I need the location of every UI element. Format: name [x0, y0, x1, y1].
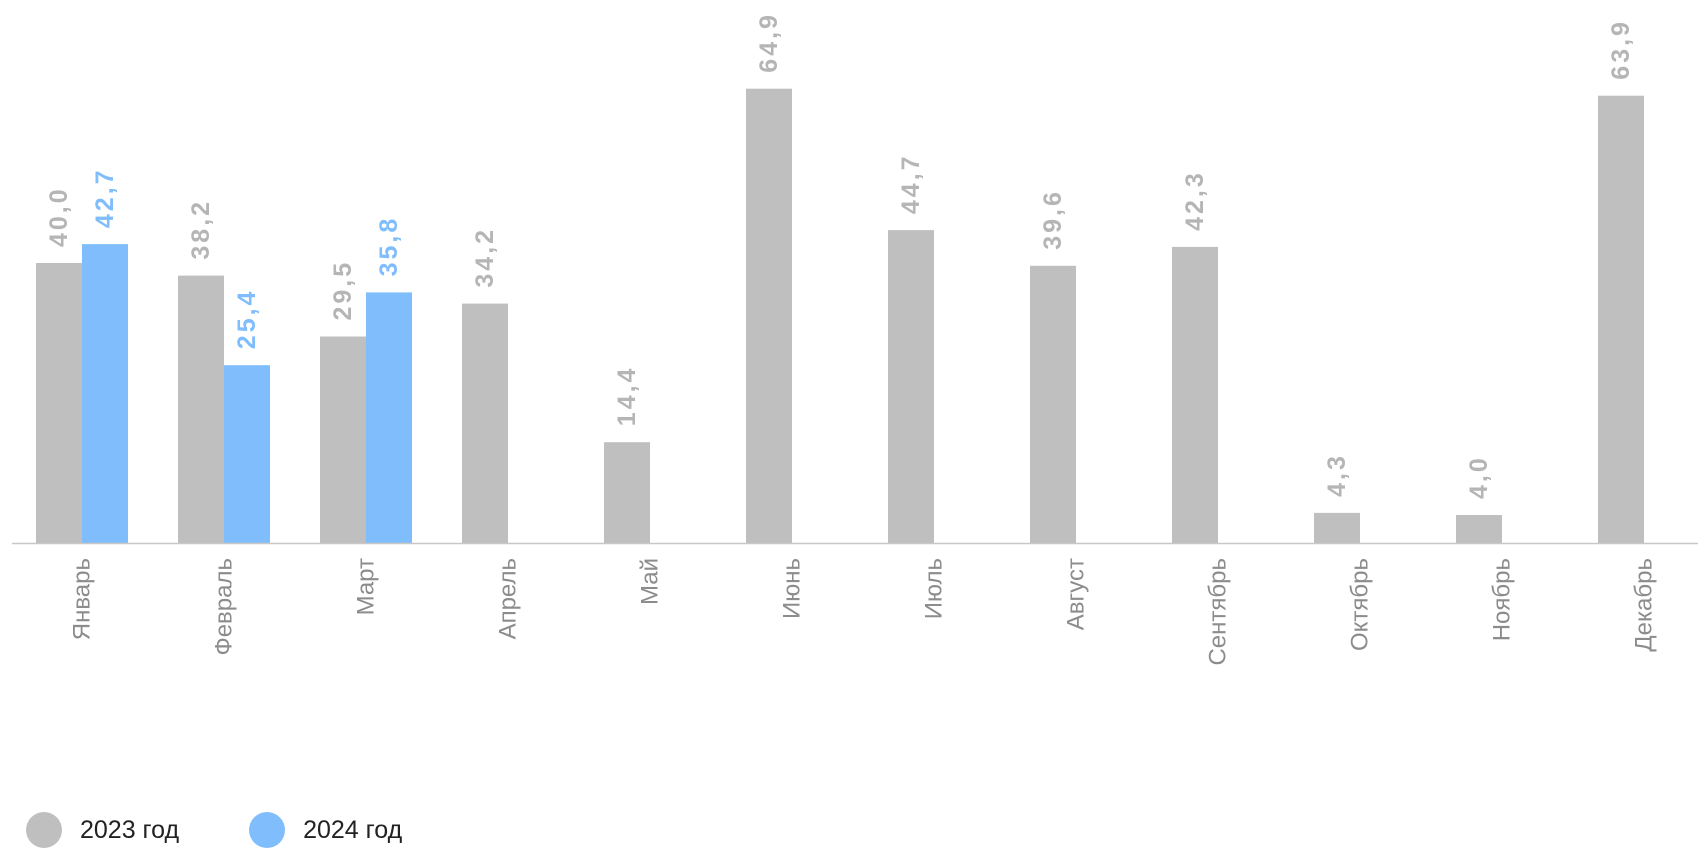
bar-2023-1	[36, 263, 82, 543]
value-label-2023-12: 63,9	[1607, 19, 1635, 80]
value-label-2023-2: 38,2	[187, 199, 215, 260]
value-label-2023-4: 34,2	[471, 227, 499, 288]
x-tick-label-8: Август	[1063, 558, 1090, 630]
x-tick-label-10: Октябрь	[1347, 558, 1374, 651]
legend-item-2024: 2024 год	[249, 812, 402, 848]
x-tick-labels-group: Январь Февраль Март Апрель Май Июнь Июль Август…	[69, 558, 1658, 666]
value-label-2023-9: 42,3	[1181, 170, 1209, 231]
legend-label-2024: 2024 год	[303, 815, 403, 844]
legend-swatch-2023	[26, 812, 62, 848]
bar-2023-5	[604, 442, 650, 543]
x-tick-label-7: Июль	[921, 558, 948, 619]
x-tick-label-9: Сентябрь	[1205, 558, 1232, 666]
bar-2023-11	[1456, 515, 1502, 543]
legend: 2023 год 2024 год	[26, 812, 472, 848]
bar-2023-3	[320, 336, 366, 543]
value-label-2023-10: 4,3	[1323, 453, 1351, 497]
legend-item-2023: 2023 год	[26, 812, 179, 848]
bar-2023-6	[746, 88, 792, 543]
x-tick-label-2: Февраль	[211, 558, 238, 656]
bar-2024-1	[82, 244, 128, 543]
value-labels-group: 40,0 42,7 38,2 25,4 29,5 35,8 34,2 14,4 64,9 44,7…	[45, 12, 1635, 499]
bar-2024-2	[224, 365, 270, 543]
value-label-2023-6: 64,9	[755, 12, 783, 73]
bar-2023-9	[1172, 246, 1218, 543]
value-label-2024-1: 42,7	[91, 167, 119, 228]
bar-2023-4	[462, 303, 508, 543]
value-label-2023-7: 44,7	[897, 153, 925, 214]
value-label-2023-11: 4,0	[1465, 455, 1493, 499]
x-tick-label-1: Январь	[69, 558, 96, 640]
value-label-2023-3: 29,5	[329, 260, 357, 321]
bar-2024-3	[366, 292, 412, 543]
value-label-2024-3: 35,8	[375, 216, 403, 277]
legend-swatch-2024	[249, 812, 286, 848]
bar-2023-10	[1314, 512, 1360, 543]
x-tick-label-11: Ноябрь	[1489, 558, 1516, 641]
x-tick-label-5: Май	[637, 558, 664, 605]
x-tick-label-3: Март	[353, 558, 380, 615]
x-tick-label-12: Декабрь	[1631, 558, 1658, 652]
x-tick-label-4: Апрель	[495, 558, 522, 639]
value-label-2023-8: 39,6	[1039, 189, 1067, 250]
legend-label-2023: 2023 год	[80, 815, 180, 844]
bar-2023-12	[1598, 95, 1644, 543]
bar-2023-7	[888, 230, 934, 543]
x-tick-label-6: Июнь	[779, 558, 806, 619]
value-label-2024-2: 25,4	[233, 289, 261, 350]
bars-group	[36, 88, 1644, 543]
bar-2023-2	[178, 275, 224, 543]
bar-2023-8	[1030, 265, 1076, 543]
value-label-2023-1: 40,0	[45, 186, 73, 247]
value-label-2023-5: 14,4	[613, 366, 641, 427]
